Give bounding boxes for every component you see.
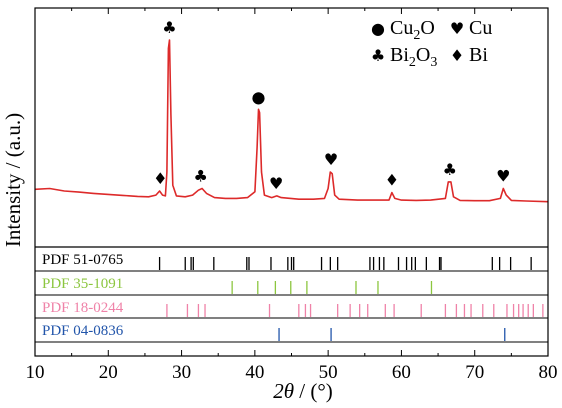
xrd-pattern-line	[34, 39, 549, 203]
legend-symbol: ●	[371, 19, 385, 38]
plot-layer: ♦ ♣ ♣ ● ♥ ♥ ♦ ♣ ♥	[34, 18, 549, 203]
legend-label: Bi2O3	[390, 44, 437, 70]
legend-label: Cu	[469, 17, 492, 39]
x-tick-label: 80	[539, 362, 558, 383]
peak-marker: ♥	[496, 167, 510, 186]
x-tick-label: 20	[99, 362, 118, 383]
x-tick-label: 10	[26, 362, 45, 383]
legend-symbol: ♣	[371, 46, 385, 65]
x-axis-label-unit: / (°)	[294, 379, 333, 403]
legend-symbol: ♥	[450, 19, 464, 38]
legend-symbol: ♦	[450, 46, 464, 65]
peak-marker: ♥	[324, 150, 338, 169]
peak-marker: ♥	[269, 174, 283, 193]
peak-marker: ♣	[443, 160, 457, 179]
peak-marker: ♣	[193, 167, 207, 186]
x-tick-label: 60	[392, 362, 411, 383]
reference-label: PDF 51-0765	[42, 252, 123, 268]
reference-label: PDF 35-1091	[42, 276, 123, 292]
y-axis-label: Intensity / (a.u.)	[1, 113, 25, 247]
legend-label: Cu2O	[390, 17, 435, 43]
peak-marker: ●	[252, 87, 266, 106]
x-tick-label: 30	[172, 362, 191, 383]
x-tick-label: 40	[245, 362, 264, 383]
x-tick-label: 50	[319, 362, 338, 383]
axes: 10 20 30 40 50 60 70 80	[26, 7, 558, 383]
peak-marker: ♦	[153, 169, 167, 188]
x-tick-label: 70	[465, 362, 484, 383]
peak-marker: ♦	[385, 171, 399, 190]
peak-marker: ♣	[162, 18, 176, 37]
legend: ● Cu2O ♥ Cu ♣ Bi2O3 ♦ Bi	[371, 17, 493, 70]
legend-label: Bi	[469, 44, 488, 66]
x-axis-label: 2θ / (°)	[273, 379, 333, 403]
x-axis-label-symbol: 2θ	[273, 379, 294, 403]
reference-panels: PDF 51-0765 PDF 35-1091 PDF 18-0244 PDF 04-…	[35, 252, 548, 343]
reference-label: PDF 04-0836	[42, 323, 124, 339]
reference-label: PDF 18-0244	[42, 300, 124, 316]
